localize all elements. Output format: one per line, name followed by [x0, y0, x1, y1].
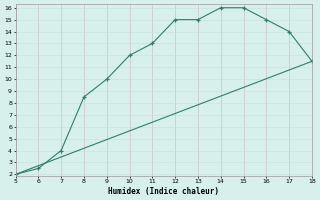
X-axis label: Humidex (Indice chaleur): Humidex (Indice chaleur)	[108, 187, 219, 196]
